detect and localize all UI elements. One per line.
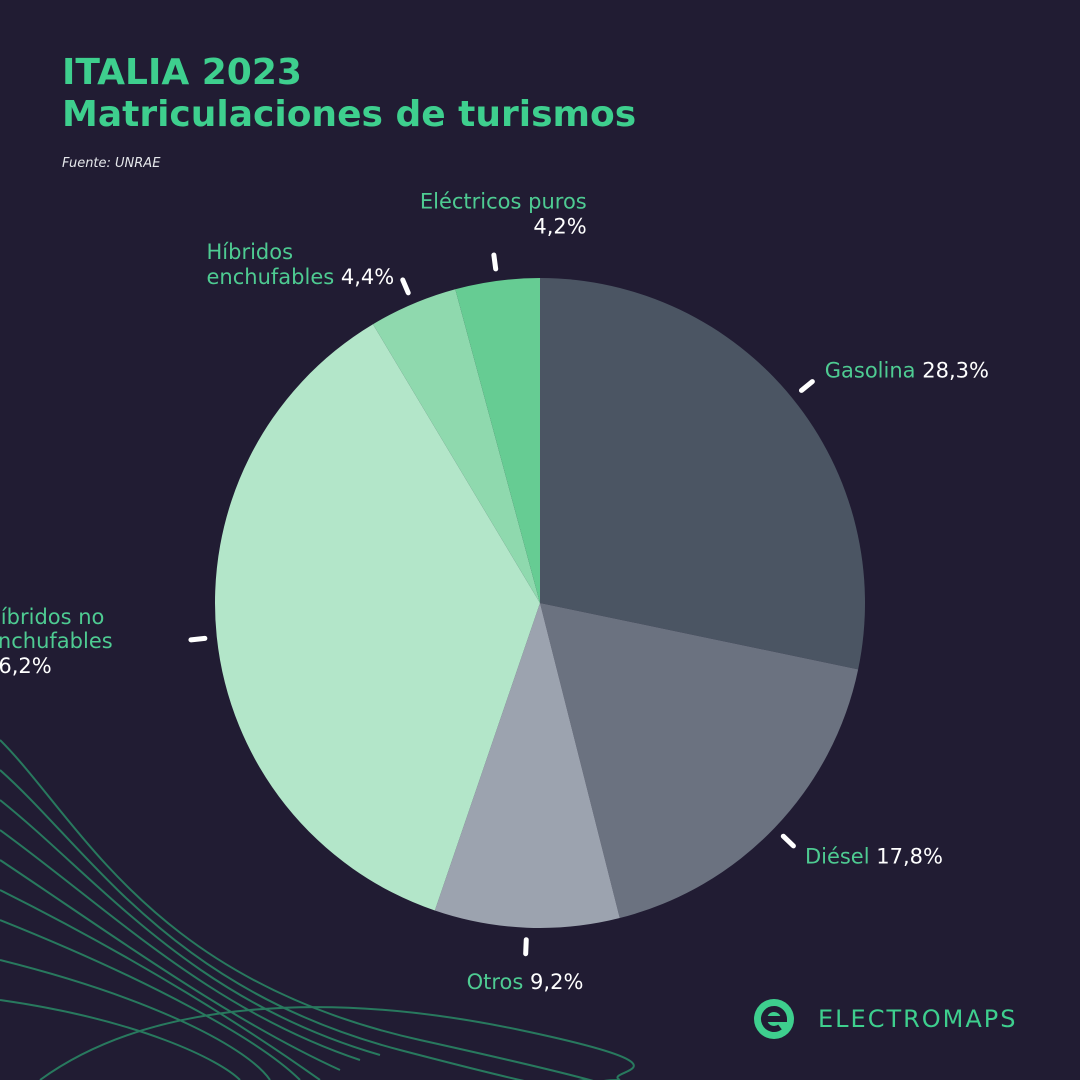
pie-slice bbox=[215, 324, 540, 911]
slice-value: 4,4% bbox=[340, 265, 395, 290]
brand-name: ELECTROMAPS bbox=[818, 1005, 1018, 1033]
slice-label: Otros 9,2% bbox=[467, 970, 584, 995]
pie-slice bbox=[540, 278, 866, 670]
pie-slice bbox=[434, 603, 620, 928]
decorative-waves bbox=[0, 739, 635, 1080]
slice-name: Híbridos enchufables bbox=[206, 240, 335, 290]
leader-tick bbox=[798, 379, 815, 393]
leader-tick bbox=[188, 635, 208, 643]
slice-name: Híbridos no enchufables bbox=[0, 604, 113, 654]
brand-logo bbox=[754, 999, 794, 1039]
leader-tick bbox=[780, 833, 796, 849]
chart-subtitle: Matriculaciones de turismos bbox=[62, 94, 637, 135]
leader-tick bbox=[400, 277, 411, 296]
pie-slice bbox=[455, 278, 540, 603]
slice-label: Diésel 17,8% bbox=[805, 845, 943, 870]
slice-value: 4,2% bbox=[533, 214, 587, 239]
slice-name: Diésel bbox=[804, 844, 870, 869]
slice-label: Híbridos enchufables 4,4% bbox=[207, 240, 397, 290]
pie-slice bbox=[372, 289, 540, 603]
slice-name: Eléctricos puros bbox=[419, 189, 587, 214]
slice-label: Híbridos no enchufables 36,2% bbox=[0, 604, 175, 678]
slice-value: 36,2% bbox=[0, 653, 52, 678]
slice-value: 17,8% bbox=[876, 844, 943, 869]
slice-name: Gasolina bbox=[824, 359, 916, 384]
chart-title: ITALIA 2023 bbox=[62, 52, 302, 93]
slice-name: Otros bbox=[466, 969, 524, 994]
slice-label: Eléctricos puros 4,2% bbox=[397, 190, 587, 240]
leader-tick bbox=[491, 252, 499, 272]
slice-value: 9,2% bbox=[530, 969, 584, 994]
slice-label: Gasolina 28,3% bbox=[825, 359, 989, 384]
leader-tick bbox=[523, 937, 529, 957]
slice-value: 28,3% bbox=[922, 359, 989, 384]
source: Fuente: UNRAE bbox=[62, 156, 161, 171]
pie-slice bbox=[540, 603, 859, 919]
